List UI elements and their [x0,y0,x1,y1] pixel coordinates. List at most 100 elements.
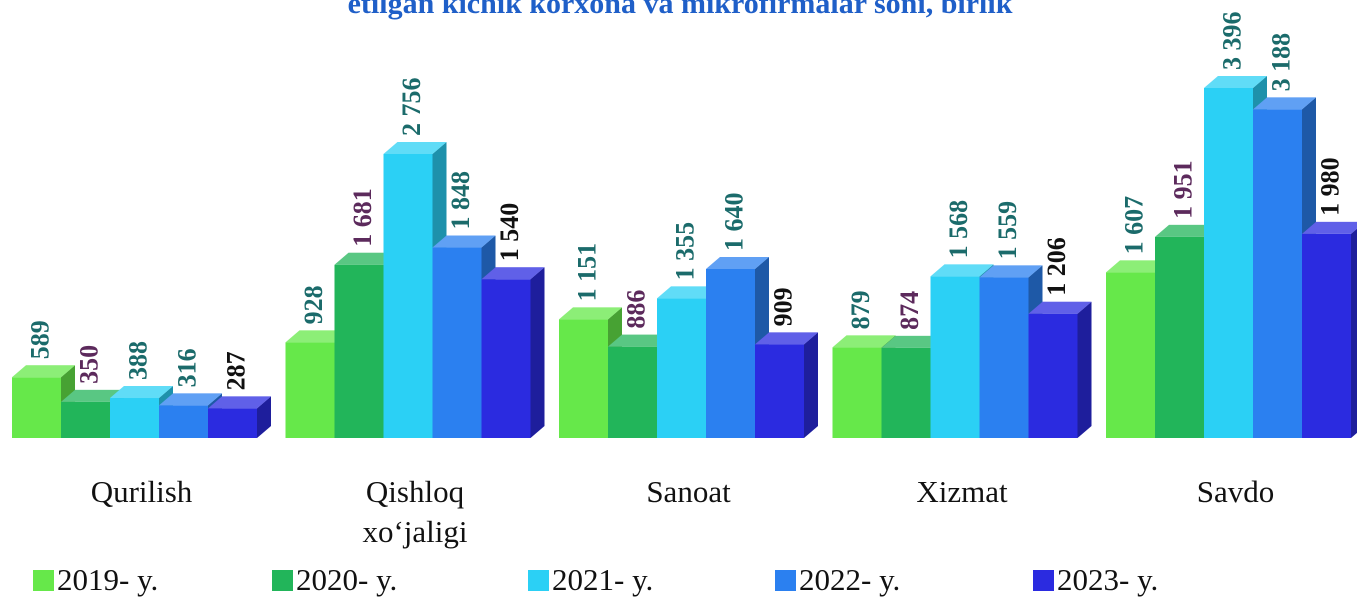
value-label: 879 [846,290,875,329]
bar-top-shade [1028,301,1092,314]
bar-front [1106,272,1155,438]
value-label: 388 [123,341,152,380]
bar-front [1204,88,1253,438]
bar-top-shade [61,389,124,402]
legend-swatch [1033,569,1054,591]
bar-top-shade [159,393,222,406]
x-tick-label: Savdo [1196,474,1275,509]
legend-label: 2023- y. [1057,562,1159,597]
bar-top-shade [12,365,75,378]
value-label: 928 [299,285,328,324]
x-tick-label: Qurilish [90,474,193,509]
bar-side [1351,228,1357,438]
legend-swatch [775,569,796,591]
bar-top [61,389,124,402]
bar-top [208,396,271,409]
value-label: 886 [621,290,650,329]
bar-top [12,365,75,378]
bar-top-shade [1155,224,1218,237]
bar-top [755,332,818,345]
value-label: 350 [74,345,103,384]
bar-side-shade [1077,301,1092,438]
bar-front [285,342,335,438]
value-label: 1 206 [1042,237,1071,296]
value-label: 1 151 [572,243,601,302]
bar-top [979,265,1043,278]
legend-label: 2020- y. [296,562,398,597]
bar-top [1302,221,1357,234]
bar-top [110,386,173,399]
bar-top-shade [1302,221,1357,234]
bar [208,396,271,438]
bar-front [1302,233,1351,438]
bar-front [208,408,257,438]
bar-top [657,286,720,299]
bar-top-shade [481,267,545,280]
bar-top-shade [881,335,945,348]
bar-top-shade [930,264,994,277]
chart-title: etilgan kichik korxona va mikrofirmalar … [348,0,1013,20]
bar-top [432,235,496,248]
bar-front [979,277,1029,438]
x-tick-label: Qishloq xo‘jaligi [362,474,468,549]
bar-top [285,330,349,343]
bar-top [559,307,622,320]
bar-front [110,398,159,438]
bar-front [61,401,110,438]
bar-top-shade [755,332,818,345]
bar-side-shade [1351,228,1357,438]
bar-front [755,344,804,438]
bar-top [1253,97,1316,110]
bar-side-shade [530,267,545,438]
legend-label: 2022- y. [799,562,901,597]
bar-top [1204,76,1267,88]
bar-top-shade [334,252,398,265]
bar [755,332,818,438]
legend-label: 2021- y. [552,562,654,597]
bar-side [804,332,818,438]
value-label: 316 [172,348,201,387]
value-label: 287 [221,351,250,390]
value-label: 1 355 [670,222,699,281]
value-label: 909 [768,287,797,326]
value-label: 3 396 [1217,12,1246,71]
bar [1302,221,1357,438]
legend-item: 2021- y. [528,562,653,598]
value-label: 1 951 [1168,160,1197,219]
x-tick-label: Sanoat [646,474,731,509]
bar-top-shade [432,235,496,248]
bar-front [159,405,208,438]
bar [481,267,545,438]
value-label: 1 681 [348,188,377,247]
value-label: 1 980 [1315,157,1344,216]
legend-item: 2020- y. [272,562,397,598]
bar-front [559,319,608,438]
bar-front [334,264,384,438]
bar-side-shade [804,332,818,438]
value-label: 1 568 [944,200,973,259]
value-label: 874 [895,291,924,330]
bar-front [706,268,755,438]
bar-top-shade [657,286,720,299]
value-label: 1 559 [993,201,1022,260]
bar-top-shade [208,396,271,409]
bar-top [334,252,398,265]
bar-front [930,276,980,438]
bar-top [1106,260,1169,273]
bar-top-shade [832,335,896,348]
bar-top-shade [1106,260,1169,273]
legend-swatch [528,569,549,591]
bar-top [383,141,447,154]
value-label: 1 848 [446,171,475,230]
bar-side [257,396,271,438]
value-label: 589 [25,320,54,359]
bar-top-shade [285,330,349,343]
bar-top [930,264,994,277]
bar-top-shade [1204,76,1267,88]
value-label: 1 640 [719,192,748,251]
bar-front [608,346,657,438]
legend-item: 2019- y. [33,562,158,598]
bar-side [1077,301,1092,438]
